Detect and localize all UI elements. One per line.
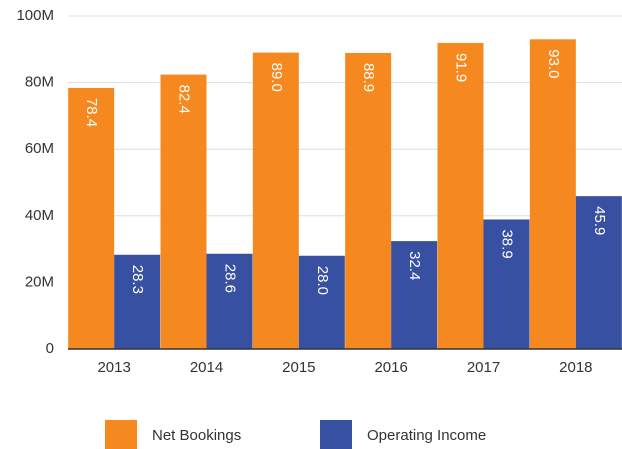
value-label: 88.9 [360,63,377,92]
value-label: 82.4 [176,85,193,114]
bar [68,87,115,349]
value-label: 89.0 [268,63,285,92]
y-tick-label: 80M [25,74,54,91]
bar [345,52,392,349]
bar [160,74,207,349]
x-tick-label: 2017 [467,359,500,376]
y-tick-label: 100M [16,7,54,24]
legend-label: Net Bookings [152,427,241,444]
bar [575,196,622,349]
y-tick-label: 20M [25,273,54,290]
x-tick-label: 2014 [190,359,223,376]
x-tick-label: 2013 [97,359,130,376]
value-label: 38.9 [499,229,516,258]
bar [252,52,299,349]
legend-swatch [320,420,352,449]
y-tick-label: 0 [46,340,54,357]
y-tick-label: 40M [25,207,54,224]
value-label: 32.4 [406,251,423,280]
value-label: 78.4 [83,98,100,127]
value-label: 28.6 [222,264,239,293]
bar [437,42,484,350]
value-label: 28.0 [314,266,331,295]
x-tick-label: 2018 [559,359,592,376]
x-tick-label: 2016 [374,359,407,376]
bar [298,255,345,349]
value-label: 93.0 [545,49,562,78]
value-label: 91.9 [453,53,470,82]
legend-swatch [105,420,137,449]
legend-label: Operating Income [367,427,486,444]
value-label: 28.3 [129,265,146,294]
bar [206,253,253,349]
bar [114,254,161,349]
bar [529,39,576,350]
y-tick-label: 60M [25,140,54,157]
value-label: 45.9 [591,206,608,235]
bar [391,241,438,349]
bar [483,219,530,349]
x-tick-label: 2015 [282,359,315,376]
